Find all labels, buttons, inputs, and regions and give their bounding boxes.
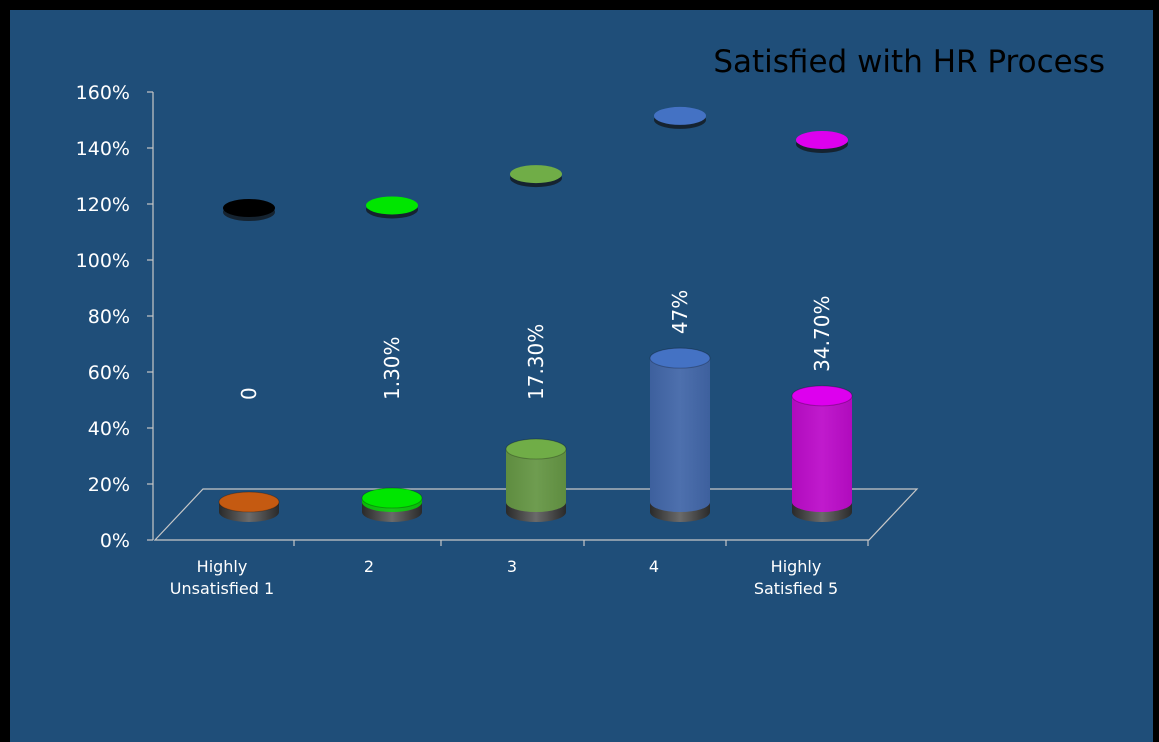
cap [654,106,706,125]
bar-shade [506,449,566,512]
data-label: 34.70% [810,296,834,372]
bar-shade [792,395,852,512]
data-label: 1.30% [380,336,404,400]
x-axis: Highly Unsatisfied 1 2 3 4 Highly Satisfied 5 [170,540,869,598]
category-label: 3 [507,557,517,576]
y-tick-label: 80% [88,306,130,328]
data-label: 17.30% [524,324,548,400]
y-tick-label: 100% [76,250,130,272]
data-labels: 0 1.30% 17.30% 47% 34.70% [237,290,834,400]
caps-group [223,106,848,221]
cap [796,130,848,149]
bar-top [791,385,853,407]
y-tick-label: 60% [88,362,130,384]
y-tick-label: 160% [76,82,130,104]
category-label: Highly [771,557,822,576]
y-tick-label: 40% [88,418,130,440]
bars-group [218,347,853,522]
category-label: 4 [649,557,659,576]
y-tick-label: 20% [88,474,130,496]
y-tick-label: 140% [76,138,130,160]
cap [366,196,418,215]
bar-top [505,438,567,460]
data-label: 0 [237,387,261,400]
y-axis: 0% 20% 40% 60% 80% 100% 120% 140% 160% [76,82,153,552]
category-label: Highly [197,557,248,576]
bar-shade [650,358,710,512]
cap [223,199,275,217]
category-label: Unsatisfied 1 [170,579,274,598]
category-label: Satisfied 5 [754,579,838,598]
y-tick-label: 120% [76,194,130,216]
bar-top [649,347,711,369]
data-label: 47% [668,290,692,334]
category-label: 2 [364,557,374,576]
chart-title: Satisfied with HR Process [713,44,1105,80]
bar-top [218,491,280,513]
y-tick-label: 0% [100,530,130,552]
cap [510,165,562,184]
bar-top [361,487,423,509]
